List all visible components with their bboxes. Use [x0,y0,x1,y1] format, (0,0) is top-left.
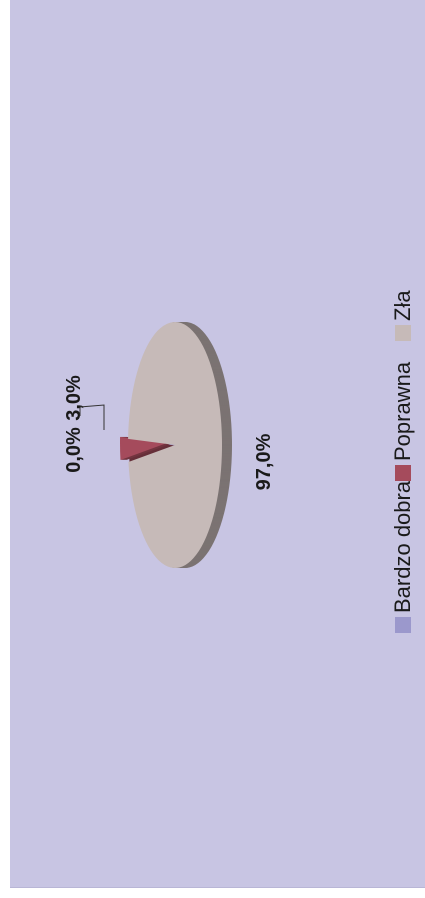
data-label-3: 97,0% [253,433,275,490]
pie-slice-z-a [128,321,222,568]
legend: Bardzo dobra Poprawna Zła [390,290,415,633]
data-labels: 0,0% 3,0% 97,0% [63,375,275,490]
pie-group [119,321,232,568]
data-label-2: 3,0% [63,375,85,421]
legend-label-3: Zła [390,290,415,321]
leader-line [79,404,105,430]
legend-swatch-2 [395,465,411,481]
legend-label-2: Poprawna [390,361,415,461]
legend-label-1: Bardzo dobra [390,480,415,613]
pie-slice-poprawna [119,436,167,460]
legend-swatch-1 [395,617,411,633]
legend-swatch-3 [395,325,411,341]
data-label-1: 0,0% [63,427,85,473]
